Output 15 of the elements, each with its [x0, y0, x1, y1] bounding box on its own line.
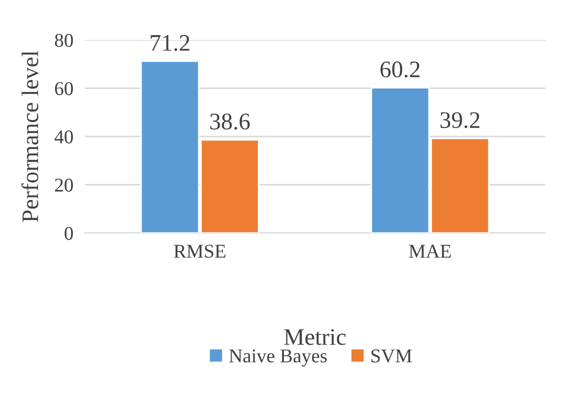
y-tick-label: 40	[54, 130, 73, 144]
x-tick-label: RMSE	[174, 244, 226, 258]
y-tick-label: 20	[55, 178, 73, 192]
legend-label: Naive Bayes	[229, 349, 327, 366]
data-label: 60.2	[380, 61, 420, 78]
data-label: 38.6	[210, 114, 250, 130]
x-tick-label: MAE	[409, 244, 451, 258]
x-axis-title: Metric	[284, 329, 346, 346]
y-axis-title: Performance level	[21, 50, 38, 222]
y-tick-label: 60	[55, 82, 73, 96]
data-label: 39.2	[440, 112, 480, 128]
y-tick-label: 80	[54, 34, 73, 47]
legend-label: SVM	[371, 349, 412, 363]
data-label: 71.2	[150, 35, 190, 51]
y-tick-label: 0	[64, 226, 73, 240]
